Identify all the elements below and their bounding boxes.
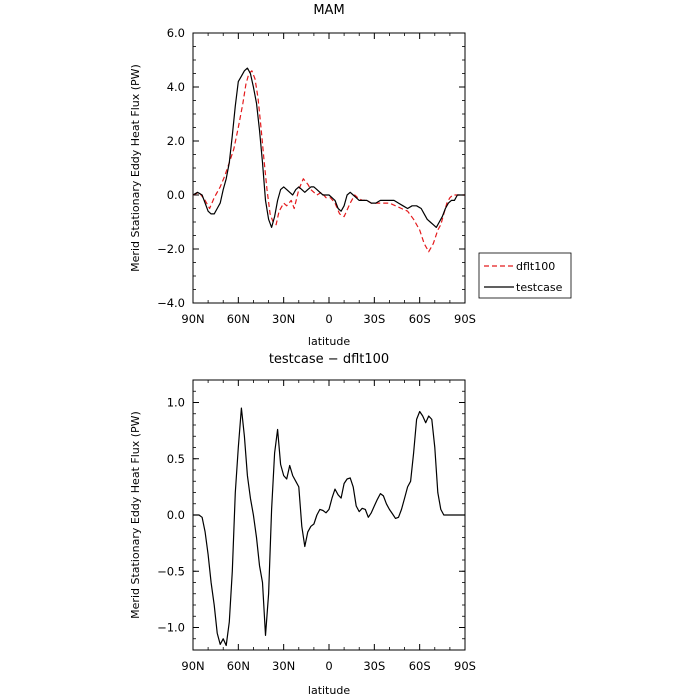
series-line-dflt100 bbox=[192, 70, 465, 253]
x-tick-label: 60S bbox=[409, 312, 431, 326]
bottom-axis-ticks: 90N 60N 30N 0 30S 60S 90S −1.0 −0.5 0.0 0.5 1.0 bbox=[157, 379, 476, 673]
bottom-x-axis-label: latitude bbox=[308, 684, 350, 697]
x-tick-label: 60N bbox=[227, 659, 250, 673]
y-tick-label: −0.5 bbox=[157, 564, 185, 578]
top-x-axis-label: latitude bbox=[308, 335, 350, 348]
x-tick-label: 30S bbox=[363, 312, 385, 326]
x-tick-label: 30S bbox=[363, 659, 385, 673]
x-tick-label: 60N bbox=[227, 312, 250, 326]
legend-label-testcase: testcase bbox=[516, 281, 563, 294]
top-y-axis-label: Merid Stationary Eddy Heat Flux (PW) bbox=[129, 64, 142, 272]
series-line bbox=[193, 407, 465, 647]
top-series-group bbox=[192, 67, 465, 253]
bottom-y-axis-label: Merid Stationary Eddy Heat Flux (PW) bbox=[129, 411, 142, 619]
top-axis-ticks: 90N 60N 30N 0 30S 60S 90S −4.0 −2.0 0.0 2.0 4.0 6.0 bbox=[157, 26, 476, 326]
y-tick-label: 4.0 bbox=[167, 80, 185, 94]
y-tick-label: −1.0 bbox=[157, 621, 185, 635]
series-line-testcase bbox=[192, 67, 465, 228]
bottom-chart-panel: testcase − dflt100 90N 60N 30N 0 30S 60S 90S −1… bbox=[129, 352, 476, 697]
y-tick-label: 0.0 bbox=[167, 508, 185, 522]
y-tick-label: 6.0 bbox=[167, 26, 185, 40]
bottom-series-group bbox=[193, 407, 465, 647]
top-chart-panel: MAM 90N 60N 30N 0 30S 60S 90S −4.0 −2.0 0.0 2.0 4.0… bbox=[129, 3, 572, 348]
x-tick-label: 60S bbox=[409, 659, 431, 673]
x-tick-label: 90S bbox=[454, 659, 476, 673]
legend-box bbox=[478, 252, 572, 299]
x-tick-label: 30N bbox=[272, 659, 295, 673]
bottom-chart-title: testcase − dflt100 bbox=[269, 352, 389, 367]
top-plot-frame bbox=[192, 32, 466, 304]
x-tick-label: 0 bbox=[325, 312, 332, 326]
legend-label-dflt100: dflt100 bbox=[516, 260, 555, 273]
x-tick-label: 90S bbox=[454, 312, 476, 326]
y-tick-label: 0.5 bbox=[167, 452, 185, 466]
y-tick-label: 1.0 bbox=[167, 396, 185, 410]
x-tick-label: 30N bbox=[272, 312, 295, 326]
x-tick-label: 90N bbox=[181, 312, 204, 326]
top-legend: dflt100 testcase bbox=[478, 252, 572, 299]
x-tick-label: 90N bbox=[181, 659, 204, 673]
y-tick-label: 0.0 bbox=[167, 188, 185, 202]
top-chart-title: MAM bbox=[313, 3, 344, 18]
y-tick-label: 2.0 bbox=[167, 134, 185, 148]
y-tick-label: −4.0 bbox=[157, 296, 185, 310]
y-tick-label: −2.0 bbox=[157, 242, 185, 256]
x-tick-label: 0 bbox=[325, 659, 332, 673]
